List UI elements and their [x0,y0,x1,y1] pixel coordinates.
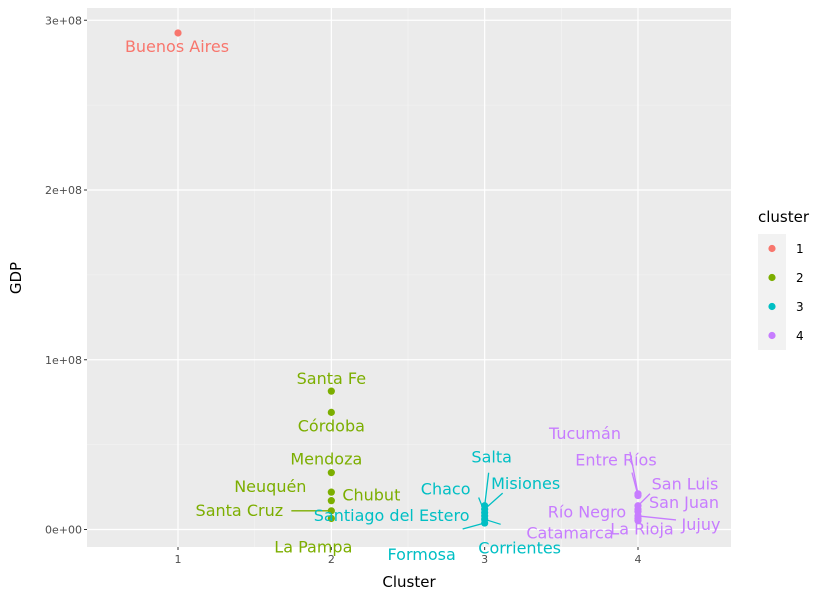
legend-swatch-1 [768,244,776,253]
y-tick-label: 1e+08 [45,354,82,367]
label-santa-cruz: Santa Cruz [196,501,284,520]
point-chubut [327,497,335,505]
point-santa-cruz [327,507,335,515]
label-salta: Salta [471,448,511,467]
point-santa-fe [327,387,335,395]
point-la-pampa [327,514,335,523]
x-axis: 1 2 3 4 [175,547,641,566]
y-tick-label: 2e+08 [45,184,82,197]
x-axis-title: Cluster [382,573,436,591]
legend-title: cluster [758,208,810,226]
label-entre-rios: Entre Ríos [575,451,656,470]
label-misiones: Misiones [491,474,560,493]
legend-swatch-4 [768,331,776,340]
label-santiago-del-estero: Santiago del Estero [314,506,470,525]
label-rio-negro: Río Negro [548,503,626,522]
x-tick-label: 3 [481,553,488,566]
x-tick-label: 1 [175,553,182,566]
point-formosa [481,519,489,527]
legend-label-2: 2 [796,271,804,285]
point-mendoza [327,469,335,477]
leader-line-formosa [462,522,485,530]
point-entre-rios [634,491,642,500]
point-catamarca [634,517,642,525]
x-tick-label: 2 [328,553,335,566]
label-mendoza: Mendoza [290,450,362,469]
y-axis-title: GDP [7,262,25,294]
label-neuquen: Neuquén [234,477,306,496]
label-cordoba: Córdoba [298,416,365,435]
label-san-juan: San Juan [649,493,719,512]
label-formosa: Formosa [388,545,456,564]
grid-major [87,8,731,547]
point-neuquen [327,488,335,496]
leader-line-salta [484,472,490,506]
x-tick-label: 4 [634,553,641,566]
leader-line-jujuy [637,515,677,521]
leader-line-tucuman [629,451,639,494]
label-santa-fe: Santa Fe [297,369,366,388]
legend-label-3: 3 [796,300,804,314]
label-san-luis: San Luis [652,475,719,494]
point-buenos-aires [174,29,182,37]
label-chaco: Chaco [421,480,471,499]
label-corrientes: Corrientes [478,538,561,557]
data-points [174,29,642,527]
point-labels: Buenos Aires Santa Fe Córdoba Mendoza Neuqué… [125,37,721,564]
y-axis: 0e+00 1e+08 2e+08 3e+08 [45,14,87,537]
label-tucuman: Tucumán [548,424,621,443]
legend: cluster 1 2 3 4 [758,208,810,350]
legend-swatch-3 [768,302,776,311]
grid-minor [87,8,731,547]
label-la-rioja: La Rioja [610,519,673,538]
legend-label-1: 1 [796,242,804,256]
label-la-pampa: La Pampa [274,537,352,556]
y-tick-label: 0e+00 [45,524,82,537]
legend-swatch-2 [768,273,776,282]
label-chubut: Chubut [342,486,400,505]
plot-panel [87,8,731,547]
y-tick-label: 3e+08 [45,14,82,27]
label-catamarca: Catamarca [526,524,613,543]
point-cordoba [327,408,335,416]
label-buenos-aires: Buenos Aires [125,37,229,56]
legend-label-4: 4 [796,329,804,343]
label-jujuy: Jujuy [681,515,721,534]
